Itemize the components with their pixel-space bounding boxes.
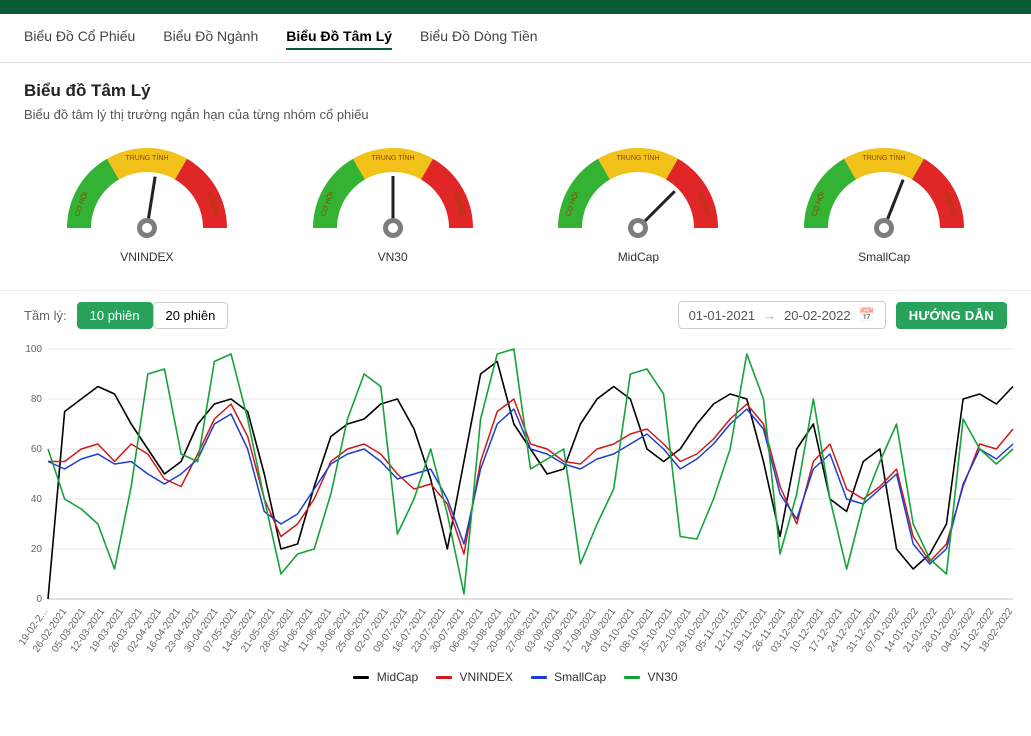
date-arrow-icon: → <box>763 308 776 323</box>
chart-legend: MidCap VNINDEX SmallCap VN30 <box>8 670 1023 684</box>
controls-row: Tầm lý: 10 phiên20 phiên 01-01-2021 → 20… <box>0 290 1031 339</box>
legend-item-vnindex[interactable]: VNINDEX <box>436 670 513 684</box>
gauge-midcap: CƠ HỘITRUNG TÍNHRỦI ROMidCap <box>543 142 733 264</box>
svg-text:100: 100 <box>25 344 42 355</box>
gauge-smallcap: CƠ HỘITRUNG TÍNHRỦI ROSmallCap <box>789 142 979 264</box>
svg-text:0: 0 <box>36 594 42 605</box>
gauge-vn30: CƠ HỘITRUNG TÍNHRỦI ROVN30 <box>298 142 488 264</box>
period-option-0[interactable]: 10 phiên <box>77 302 153 329</box>
tab-0[interactable]: Biểu Đồ Cổ Phiếu <box>24 24 135 50</box>
top-brand-strip <box>0 0 1031 14</box>
gauge-label: VN30 <box>378 250 408 264</box>
svg-text:TRUNG TÍNH: TRUNG TÍNH <box>125 153 168 162</box>
guide-button[interactable]: HƯỚNG DẪN <box>896 302 1007 329</box>
legend-item-smallcap[interactable]: SmallCap <box>531 670 606 684</box>
gauge-label: VNINDEX <box>120 250 173 264</box>
legend-item-midcap[interactable]: MidCap <box>353 670 418 684</box>
page-subtitle: Biểu đồ tâm lý thị trường ngắn hạn của t… <box>24 107 1007 122</box>
date-from: 01-01-2021 <box>689 308 756 323</box>
date-range-picker[interactable]: 01-01-2021 → 20-02-2022 📅 <box>678 301 886 329</box>
chart-nav-tabs: Biểu Đồ Cổ Phiếu Biểu Đồ Ngành Biểu Đồ Tâm… <box>0 14 1031 63</box>
tab-3[interactable]: Biểu Đồ Dòng Tiền <box>420 24 538 50</box>
gauge-row: CƠ HỘITRUNG TÍNHRỦI ROVNINDEX CƠ HỘITRUNG… <box>24 142 1007 264</box>
legend-item-vn30[interactable]: VN30 <box>624 670 677 684</box>
gauge-label: MidCap <box>618 250 659 264</box>
tab-2[interactable]: Biểu Đồ Tâm Lý <box>286 24 392 50</box>
page-title: Biểu đồ Tâm Lý <box>24 81 1007 101</box>
svg-text:40: 40 <box>31 494 43 505</box>
svg-text:80: 80 <box>31 394 43 405</box>
calendar-icon: 📅 <box>859 307 875 323</box>
date-to: 20-02-2022 <box>784 308 851 323</box>
gauge-vnindex: CƠ HỘITRUNG TÍNHRỦI ROVNINDEX <box>52 142 242 264</box>
gauge-label: SmallCap <box>858 250 910 264</box>
svg-text:TRUNG TÍNH: TRUNG TÍNH <box>863 153 906 162</box>
period-option-1[interactable]: 20 phiên <box>153 302 229 329</box>
svg-text:TRUNG TÍNH: TRUNG TÍNH <box>617 153 660 162</box>
svg-text:60: 60 <box>31 444 43 455</box>
tab-1[interactable]: Biểu Đồ Ngành <box>163 24 258 50</box>
page-header: Biểu đồ Tâm Lý Biểu đồ tâm lý thị trường… <box>0 63 1031 290</box>
svg-text:TRUNG TÍNH: TRUNG TÍNH <box>371 153 414 162</box>
period-label: Tầm lý: <box>24 308 67 323</box>
svg-text:20: 20 <box>31 544 43 555</box>
sentiment-line-chart: 02040608010019-02-2...26-02-202105-03-20… <box>0 339 1031 690</box>
